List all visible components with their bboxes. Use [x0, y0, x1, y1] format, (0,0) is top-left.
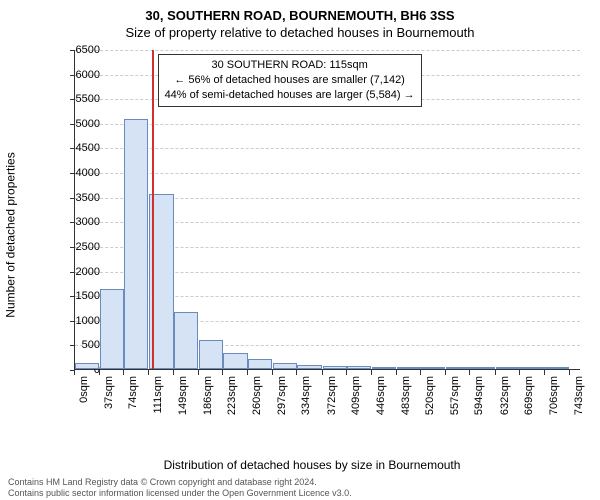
x-tick-label: 334sqm [300, 376, 312, 415]
histogram-bar [223, 353, 247, 369]
x-tick-label: 37sqm [103, 376, 115, 409]
histogram-bar [520, 367, 544, 369]
histogram-bar [100, 289, 124, 369]
histogram-bar [199, 340, 223, 369]
x-tick-label: 111sqm [152, 376, 164, 414]
histogram-bar [297, 365, 322, 369]
x-tick-label: 632sqm [499, 376, 511, 415]
y-tick-label: 1500 [60, 290, 100, 302]
y-tick-label: 5500 [60, 93, 100, 105]
histogram-bar [124, 119, 148, 369]
y-tick-label: 6000 [60, 69, 100, 81]
chart-container: 30, SOUTHERN ROAD, BOURNEMOUTH, BH6 3SS … [0, 0, 600, 500]
x-tick-label: 149sqm [177, 376, 189, 415]
footer-line2: Contains public sector information licen… [8, 488, 352, 498]
histogram-bar [248, 359, 272, 369]
x-tick-label: 186sqm [202, 376, 214, 415]
x-tick-label: 483sqm [400, 376, 412, 415]
footer-attribution: Contains HM Land Registry data © Crown c… [8, 477, 352, 498]
y-axis-label: Number of detached properties [2, 50, 20, 420]
footer-line1: Contains HM Land Registry data © Crown c… [8, 477, 352, 487]
histogram-bar [273, 363, 297, 369]
x-tick-label: 409sqm [350, 376, 362, 415]
plot-area: 0500100015002000250030003500400045005000… [74, 50, 580, 370]
histogram-bar [323, 366, 347, 369]
chart-area: 0500100015002000250030003500400045005000… [44, 50, 580, 420]
histogram-bar [545, 367, 569, 369]
y-tick-label: 2500 [60, 241, 100, 253]
x-tick-label: 446sqm [375, 376, 387, 415]
annot-line2: ← 56% of detached houses are smaller (7,… [165, 73, 415, 88]
annotation-box: 30 SOUTHERN ROAD: 115sqm← 56% of detache… [158, 54, 422, 107]
x-tick-label: 557sqm [449, 376, 461, 415]
x-tick-label: 0sqm [78, 376, 90, 403]
y-tick-label: 2000 [60, 266, 100, 278]
y-tick-label: 6500 [60, 44, 100, 56]
y-tick-label: 5000 [60, 118, 100, 130]
x-tick-label: 594sqm [473, 376, 485, 415]
x-tick-label: 520sqm [424, 376, 436, 415]
reference-line [152, 50, 154, 369]
y-tick-label: 3000 [60, 216, 100, 228]
histogram-bar [347, 366, 371, 369]
y-tick-label: 1000 [60, 315, 100, 327]
annot-line1: 30 SOUTHERN ROAD: 115sqm [165, 58, 415, 73]
y-tick-label: 4500 [60, 142, 100, 154]
histogram-bar [372, 367, 396, 369]
histogram-bar [496, 367, 520, 369]
x-tick-label: 260sqm [251, 376, 263, 415]
x-tick-label: 223sqm [226, 376, 238, 415]
y-tick-label: 500 [60, 339, 100, 351]
chart-title-address: 30, SOUTHERN ROAD, BOURNEMOUTH, BH6 3SS [0, 0, 600, 23]
histogram-bar [174, 312, 198, 369]
histogram-bar [421, 367, 445, 369]
annot-line3: 44% of semi-detached houses are larger (… [165, 88, 415, 103]
x-tick-label: 297sqm [276, 376, 288, 415]
x-tick-marks [74, 370, 580, 375]
y-tick-label: 4000 [60, 167, 100, 179]
y-tick-label: 3500 [60, 192, 100, 204]
histogram-bar [470, 367, 495, 369]
x-tick-label: 669sqm [523, 376, 535, 415]
x-tick-label: 743sqm [573, 376, 585, 415]
x-tick-label: 74sqm [127, 376, 139, 409]
chart-title-desc: Size of property relative to detached ho… [0, 23, 600, 46]
histogram-bar [397, 367, 421, 369]
x-axis-label: Distribution of detached houses by size … [44, 458, 580, 472]
x-tick-label: 372sqm [326, 376, 338, 415]
histogram-bar [446, 367, 470, 369]
histogram-bar [75, 363, 99, 369]
x-tick-label: 706sqm [548, 376, 560, 415]
